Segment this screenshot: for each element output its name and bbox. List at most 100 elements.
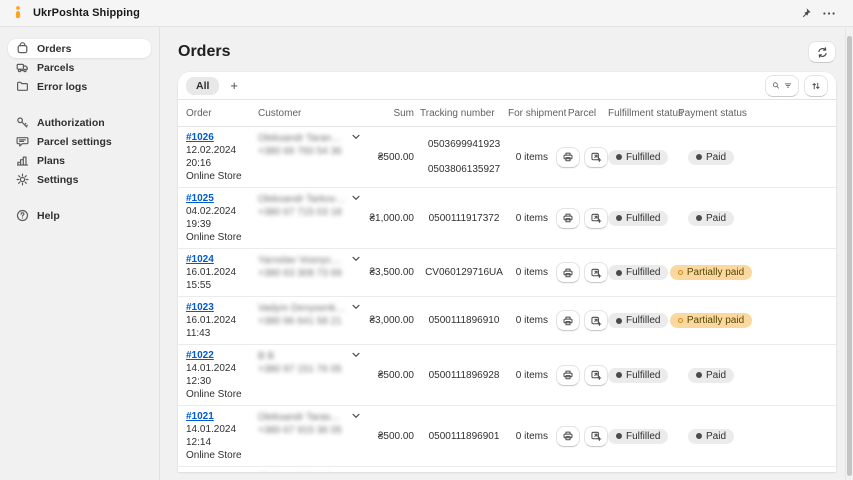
- order-link[interactable]: #1023: [186, 302, 214, 313]
- parcel-actions: [556, 207, 608, 229]
- pin-app-button[interactable]: [794, 5, 817, 22]
- col-order: Order: [186, 107, 212, 119]
- sidebar-item-authorization[interactable]: Authorization: [8, 113, 151, 132]
- ukrposhta-logo-icon: [15, 6, 21, 19]
- customer-cell: B B +380 97 151 76 05: [258, 349, 362, 376]
- page-scrollbar[interactable]: [847, 36, 852, 476]
- sidebar-item-help[interactable]: Help: [8, 206, 151, 225]
- tab-all[interactable]: All: [186, 76, 220, 95]
- for-shipment-count: 0 items: [515, 151, 548, 163]
- table-row[interactable]: #1026 12.02.2024 20:16 Online Store Olek…: [178, 127, 836, 188]
- order-channel: Online Store: [186, 232, 242, 243]
- orders-icon: [17, 42, 28, 54]
- sidebar-item-error-logs[interactable]: Error logs: [8, 77, 151, 96]
- status-dot-icon: [695, 372, 702, 378]
- print-label-button[interactable]: [556, 262, 580, 283]
- col-tracking: Tracking number: [420, 107, 495, 119]
- order-channel: Online Store: [186, 450, 242, 461]
- chevron-down-icon[interactable]: [352, 304, 360, 310]
- fulfillment-status-badge: Fulfilled: [608, 210, 669, 226]
- order-sum: ₴500.00: [377, 151, 414, 163]
- sidebar-item-parcel-settings[interactable]: Parcel settings: [8, 132, 151, 151]
- table-header: Order Customer Sum Tracking number For s…: [178, 100, 836, 127]
- sidebar-item-label: Parcel settings: [37, 135, 112, 148]
- order-link[interactable]: #1025: [186, 193, 214, 204]
- order-link[interactable]: #1022: [186, 350, 214, 361]
- sync-orders-button[interactable]: [808, 41, 836, 63]
- parcel-actions: [556, 146, 608, 168]
- order-sum: ₴500.00: [377, 369, 414, 381]
- sidebar-item-settings[interactable]: Settings: [8, 170, 151, 189]
- search-filter-button[interactable]: [765, 74, 799, 97]
- parcel-settings-icon: [16, 137, 29, 147]
- payment-status-badge: Paid: [687, 210, 734, 226]
- status-dot-icon: [616, 317, 622, 324]
- fulfillment-cell: Fulfilled: [608, 428, 678, 444]
- table-row[interactable]: #1025 04.02.2024 19:39 Online Store Olek…: [178, 188, 836, 249]
- create-parcel-button[interactable]: [584, 364, 608, 386]
- customer-phone-redacted: +380 97 151 76 05: [258, 364, 342, 375]
- more-menu-button[interactable]: [817, 5, 841, 22]
- table-row[interactable]: #1022 14.01.2024 12:30 Online Store B B …: [178, 345, 836, 406]
- order-date: 04.02.2024 19:39: [186, 206, 237, 230]
- payment-cell: Paid: [678, 149, 828, 165]
- table-row[interactable]: #1024 16.01.2024 15:55 Yaroslav Vosnychu…: [178, 249, 836, 297]
- order-link[interactable]: #1024: [186, 254, 214, 265]
- order-link[interactable]: #1021: [186, 411, 214, 422]
- col-for-shipment: For shipment: [508, 107, 567, 119]
- col-payment-status: Payment status: [678, 107, 747, 119]
- sidebar-item-label: Plans: [37, 154, 66, 167]
- print-label-button[interactable]: [556, 310, 580, 331]
- printer-icon: [563, 316, 573, 325]
- sidebar-item-plans[interactable]: Plans: [8, 151, 151, 170]
- table-body: #1026 12.02.2024 20:16 Online Store Olek…: [178, 127, 836, 472]
- orders-card: All + Order: [178, 72, 836, 472]
- print-label-button[interactable]: [556, 146, 580, 168]
- table-row[interactable]: #1023 16.01.2024 11:43 Vadym Denysenko S…: [178, 297, 836, 345]
- chevron-down-icon[interactable]: [352, 195, 360, 201]
- table-row[interactable]: #1021 14.01.2024 12:14 Online Store Olek…: [178, 406, 836, 467]
- settings-icon: [16, 173, 29, 186]
- for-shipment-count: 0 items: [515, 315, 548, 326]
- print-label-button[interactable]: [556, 425, 580, 447]
- create-parcel-button[interactable]: [584, 425, 608, 447]
- for-shipment-count: 0 items: [515, 369, 548, 381]
- order-link[interactable]: #1026: [186, 132, 214, 143]
- order-date: 16.01.2024 15:55: [186, 267, 237, 291]
- col-parcel: Parcel: [567, 107, 597, 119]
- table-row[interactable]: #1020 04.01.2024 15:26 Online Store Olek…: [178, 467, 836, 472]
- parcels-icon: [16, 63, 28, 73]
- fulfillment-cell: Fulfilled: [608, 265, 678, 280]
- customer-name-redacted: Vadym Denysenko Stets: [258, 303, 346, 314]
- status-dot-icon: [616, 433, 622, 439]
- tracking-cell: 0500111917372: [420, 212, 508, 225]
- sort-button[interactable]: [804, 74, 828, 97]
- order-cell: #1020 04.01.2024 15:26 Online Store: [186, 471, 258, 472]
- sidebar-item-parcels[interactable]: Parcels: [8, 58, 151, 77]
- fulfillment-status-badge: Fulfilled: [608, 313, 669, 328]
- create-parcel-button[interactable]: [584, 146, 608, 168]
- add-view-button[interactable]: +: [224, 78, 244, 93]
- chevron-down-icon[interactable]: [352, 352, 360, 358]
- payment-status-badge: Paid: [687, 149, 734, 165]
- order-date: 12.02.2024 20:16: [186, 145, 237, 169]
- parcel-actions: [556, 364, 608, 386]
- order-sum: ₴1,000.00: [369, 212, 415, 224]
- tracking-cell: 0500111896928: [420, 369, 508, 382]
- create-parcel-button[interactable]: [584, 207, 608, 229]
- create-parcel-button[interactable]: [584, 310, 608, 331]
- topbar: UkrPoshta Shipping: [0, 0, 853, 27]
- customer-cell: Oleksandr Tarkovskyi Ser +380 67 715 03 …: [258, 192, 362, 219]
- print-label-button[interactable]: [556, 207, 580, 229]
- chevron-down-icon[interactable]: [352, 413, 360, 419]
- print-label-button[interactable]: [556, 364, 580, 386]
- create-parcel-icon: [591, 268, 602, 278]
- create-parcel-button[interactable]: [584, 262, 608, 283]
- chevron-down-icon[interactable]: [352, 134, 360, 140]
- order-sum: ₴3,000.00: [369, 315, 415, 326]
- sidebar-item-orders[interactable]: Orders: [8, 39, 151, 58]
- chevron-down-icon[interactable]: [352, 256, 360, 262]
- order-channel: Online Store: [186, 171, 242, 182]
- order-cell: #1022 14.01.2024 12:30 Online Store: [186, 349, 258, 401]
- error-logs-icon: [17, 81, 28, 91]
